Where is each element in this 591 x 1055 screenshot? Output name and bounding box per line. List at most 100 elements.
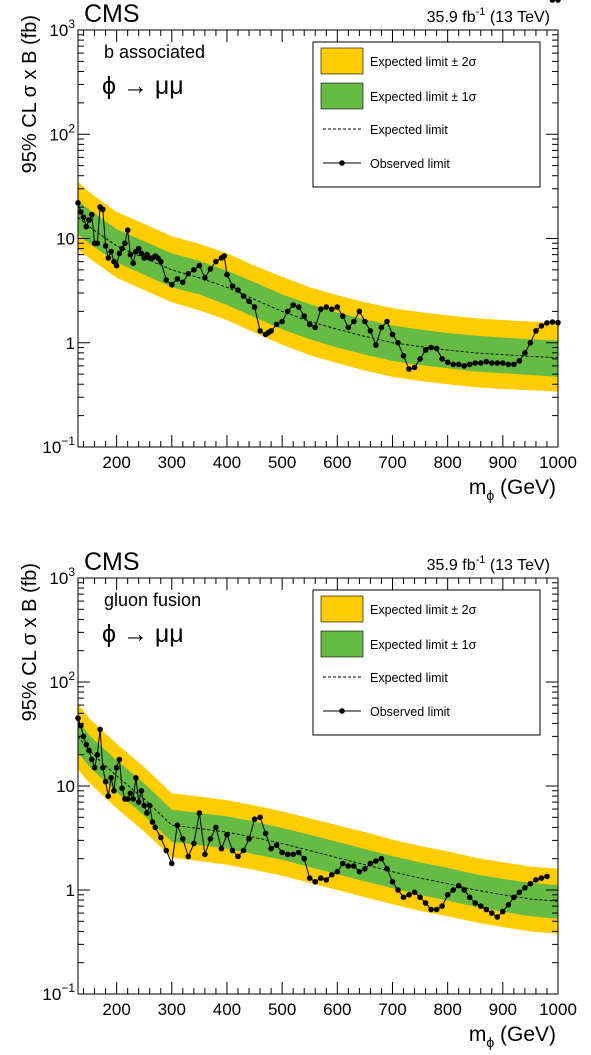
- observed-point: [105, 255, 112, 261]
- observed-point: [522, 350, 528, 356]
- observed-point: [262, 830, 269, 837]
- observed-point: [146, 802, 153, 809]
- y-tick-exp: −1: [61, 434, 75, 448]
- observed-point: [516, 358, 523, 364]
- x-tick-label: 300: [158, 1000, 186, 1019]
- x-tick-label: 500: [268, 453, 296, 472]
- lumi-label: 35.9 fb-1 (13 TeV): [427, 554, 550, 574]
- observed-point: [89, 756, 95, 763]
- observed-point: [91, 764, 98, 771]
- observed-point: [505, 361, 512, 368]
- band-1sigma: [78, 200, 558, 377]
- y-tick-label: 10−1: [42, 434, 75, 457]
- y-tick-label: 10: [56, 230, 75, 249]
- observed-point: [257, 328, 263, 334]
- observed-point: [301, 313, 308, 319]
- y-tick-label: 102: [49, 669, 75, 692]
- observed-point: [196, 810, 203, 816]
- observed-point: [417, 356, 423, 362]
- observed-point: [94, 751, 101, 758]
- observed-point: [450, 887, 457, 893]
- observed-point: [268, 328, 274, 334]
- observed-point: [334, 868, 341, 875]
- observed-point: [102, 778, 109, 785]
- x-tick-label: 700: [378, 453, 406, 472]
- x-axis-var: m: [469, 476, 487, 499]
- observed-point: [318, 875, 324, 881]
- observed-point: [527, 880, 534, 887]
- y-tick-label: 10−1: [42, 981, 75, 1004]
- y-tick-base: 1: [66, 881, 75, 900]
- x-axis-sub: ϕ: [486, 1034, 494, 1050]
- observed-point: [455, 882, 462, 889]
- y-tick-exp: 2: [68, 669, 75, 683]
- y-tick-base: 10: [56, 230, 75, 249]
- observed-point: [345, 324, 352, 331]
- y-tick-base: 10: [56, 777, 75, 796]
- observed-point: [500, 360, 506, 366]
- observed-point: [340, 860, 346, 867]
- observed-point: [221, 253, 227, 259]
- observed-point: [180, 836, 186, 842]
- x-axis-title: mϕ (GeV): [469, 1023, 556, 1050]
- observed-point: [152, 824, 158, 831]
- observed-point: [433, 345, 440, 352]
- observed-point: [127, 251, 134, 258]
- observed-point: [235, 287, 241, 293]
- observed-point: [356, 308, 363, 315]
- x-tick-label: 400: [213, 453, 241, 472]
- observed-point: [378, 324, 385, 331]
- lumi-value: 35.9 fb: [427, 557, 476, 574]
- y-tick-exp: 3: [68, 565, 75, 579]
- observed-point: [158, 258, 164, 265]
- y-tick-label: 1: [66, 881, 75, 900]
- legend-entry: Expected limit ± 1σ: [370, 638, 477, 652]
- observed-point: [180, 279, 186, 286]
- y-tick-base: 10: [49, 569, 68, 588]
- observed-point: [207, 836, 214, 842]
- observed-point: [318, 306, 324, 313]
- observed-point: [290, 851, 297, 858]
- observed-point: [191, 267, 197, 273]
- observed-point: [306, 875, 313, 881]
- observed-point: [323, 304, 330, 310]
- observed-point: [406, 366, 412, 372]
- observed-point: [89, 211, 95, 218]
- observed-point: [378, 855, 385, 862]
- observed-point: [86, 747, 92, 754]
- legend-swatch-observed-marker: [339, 160, 345, 166]
- x-tick-label: 600: [323, 1000, 351, 1019]
- observed-point: [141, 802, 147, 809]
- observed-point: [400, 353, 407, 359]
- x-tick-label: 800: [433, 1000, 461, 1019]
- observed-point: [246, 298, 252, 305]
- observed-point: [323, 877, 330, 883]
- observed-point: [373, 858, 379, 864]
- observed-point: [213, 824, 219, 831]
- observed-point: [444, 892, 451, 898]
- y-tick-label: 103: [49, 17, 75, 40]
- process-label: ϕ → μμ: [102, 72, 184, 100]
- panel-title: gluon fusion: [104, 590, 201, 610]
- observed-point: [549, 0, 556, 3]
- x-tick-label: 200: [102, 453, 130, 472]
- lumi-exponent: -1: [476, 6, 486, 18]
- y-tick-base: 10: [42, 438, 61, 457]
- observed-point: [130, 260, 136, 267]
- observed-point: [356, 868, 363, 875]
- observed-point: [461, 887, 468, 893]
- observed-point: [549, 319, 556, 325]
- observed-point: [329, 872, 335, 878]
- observed-point: [461, 363, 468, 369]
- observed-point: [439, 356, 445, 362]
- x-tick-label: 700: [378, 1000, 406, 1019]
- observed-point: [466, 361, 473, 368]
- observed-line: [77, 717, 548, 918]
- observed-point: [483, 358, 490, 365]
- lumi-exponent: -1: [476, 554, 486, 566]
- observed-point: [94, 240, 101, 247]
- legend-entry: Expected limit: [370, 671, 448, 685]
- energy-label: (13 TeV): [485, 9, 550, 26]
- observed-point: [279, 849, 285, 856]
